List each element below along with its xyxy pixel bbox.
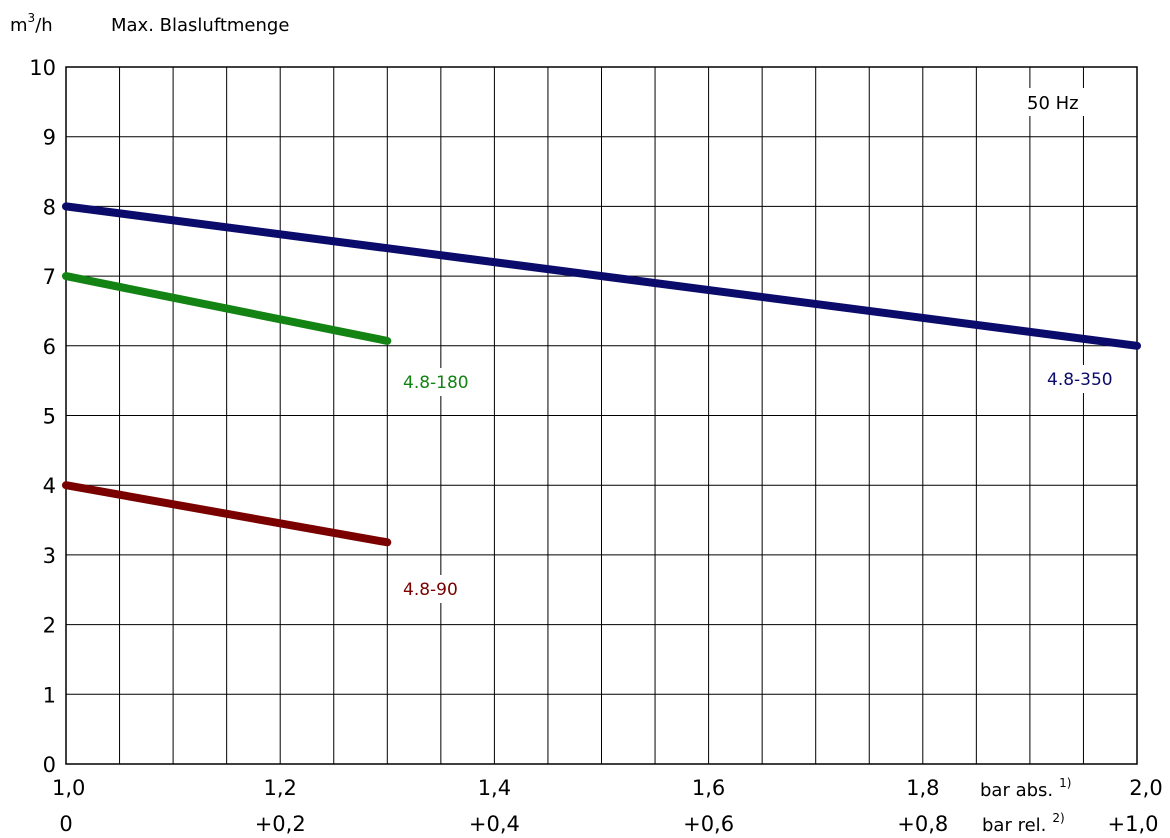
x-tick-label-abs: 1,0 (52, 776, 85, 800)
x-tick-label-rel: +1,0 (1108, 812, 1159, 836)
plot-border (65, 66, 1138, 765)
frequency-label-background (1018, 88, 1086, 116)
x-tick-label-abs: 1,2 (263, 776, 296, 800)
x-axis-label-abs: bar abs. 1) (980, 776, 1071, 801)
y-tick-label: 1 (43, 683, 56, 707)
y-tick-label: 4 (43, 474, 56, 498)
x-tick-label-abs: 1,4 (478, 776, 511, 800)
series-line-4.8-90 (62, 481, 392, 547)
x-tick-label-rel: +0,4 (469, 812, 520, 836)
x-tick-labels: 1,0 1,2 1,4 1,6 1,8 2,0 0 +0,2 +0,4 +0,6 +0,8 +1,0 (52, 776, 1163, 836)
series-label-4.8-180: 4.8-180 (403, 373, 469, 393)
y-tick-label: 2 (43, 614, 56, 638)
y-tick-label: 5 (43, 405, 56, 429)
series-label-background (399, 575, 473, 603)
frequency-label: 50 Hz (1027, 93, 1079, 114)
x-tick-label-rel: +0,2 (255, 812, 306, 836)
x-tick-label-abs: 2,0 (1129, 776, 1162, 800)
series-line-4.8-350 (62, 202, 1141, 350)
series-label-4.8-90: 4.8-90 (403, 580, 458, 600)
series-line-4.8-180 (62, 272, 392, 345)
y-tick-label: 6 (43, 335, 56, 359)
y-tick-label: 10 (29, 56, 56, 80)
x-tick-label-rel: 0 (59, 812, 72, 836)
y-axis-unit: m3/h (10, 11, 53, 36)
x-tick-label-rel: +0,8 (897, 812, 948, 836)
grid (66, 67, 1137, 764)
y-tick-labels: 0 1 2 3 4 5 6 7 8 9 10 (29, 56, 56, 777)
y-tick-label: 8 (43, 195, 56, 219)
y-tick-label: 0 (43, 753, 56, 777)
series-label-4.8-350: 4.8-350 (1047, 370, 1113, 390)
y-tick-label: 9 (43, 126, 56, 150)
y-axis-title: Max. Blasluftmenge (111, 15, 289, 36)
x-tick-label-abs: 1,6 (692, 776, 725, 800)
plot-frame (65, 66, 1138, 765)
series-lines (62, 202, 1141, 547)
y-tick-label: 7 (43, 265, 56, 289)
series-label-background (1043, 365, 1128, 393)
x-axis-label-rel: bar rel. 2) (982, 811, 1065, 836)
y-tick-label: 3 (43, 544, 56, 568)
x-tick-label-rel: +0,6 (683, 812, 734, 836)
series-labels: 4.8-350 4.8-180 4.8-90 (399, 88, 1128, 603)
series-label-background (399, 368, 484, 396)
x-tick-label-abs: 1,8 (906, 776, 939, 800)
